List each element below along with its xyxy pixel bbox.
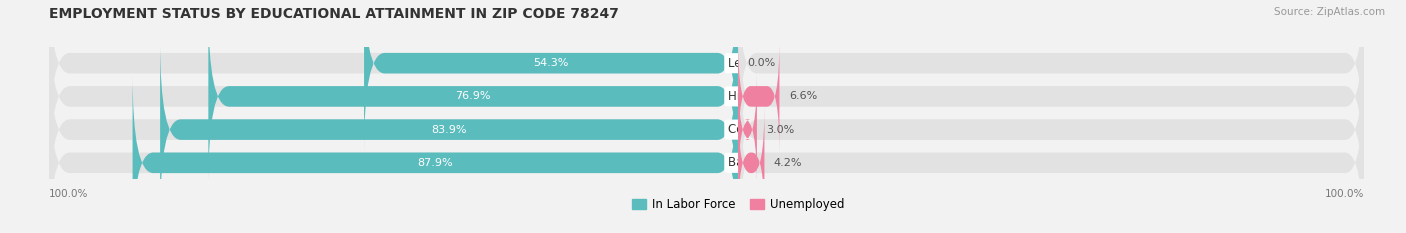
Text: 0.0%: 0.0% [748, 58, 776, 68]
FancyBboxPatch shape [738, 73, 756, 186]
Text: College / Associate Degree: College / Associate Degree [728, 123, 887, 136]
Text: 76.9%: 76.9% [456, 91, 491, 101]
FancyBboxPatch shape [49, 0, 738, 153]
FancyBboxPatch shape [49, 40, 738, 219]
Text: 87.9%: 87.9% [418, 158, 453, 168]
FancyBboxPatch shape [364, 0, 738, 153]
Text: 54.3%: 54.3% [533, 58, 569, 68]
FancyBboxPatch shape [738, 73, 1364, 233]
FancyBboxPatch shape [49, 73, 738, 233]
Text: 6.6%: 6.6% [789, 91, 817, 101]
Text: 83.9%: 83.9% [432, 125, 467, 135]
FancyBboxPatch shape [49, 7, 738, 186]
Text: EMPLOYMENT STATUS BY EDUCATIONAL ATTAINMENT IN ZIP CODE 78247: EMPLOYMENT STATUS BY EDUCATIONAL ATTAINM… [49, 7, 619, 21]
Legend: In Labor Force, Unemployed: In Labor Force, Unemployed [627, 194, 849, 216]
FancyBboxPatch shape [738, 40, 1364, 219]
Text: 100.0%: 100.0% [1324, 189, 1364, 199]
FancyBboxPatch shape [738, 7, 1364, 186]
Text: High School Diploma: High School Diploma [728, 90, 851, 103]
FancyBboxPatch shape [208, 7, 738, 186]
Text: 4.2%: 4.2% [773, 158, 803, 168]
FancyBboxPatch shape [738, 0, 1364, 153]
Text: Source: ZipAtlas.com: Source: ZipAtlas.com [1274, 7, 1385, 17]
Text: Less than High School: Less than High School [728, 57, 858, 70]
Text: 100.0%: 100.0% [49, 189, 89, 199]
FancyBboxPatch shape [160, 40, 738, 219]
Text: Bachelor's Degree or higher: Bachelor's Degree or higher [728, 156, 894, 169]
FancyBboxPatch shape [132, 73, 738, 233]
Text: 3.0%: 3.0% [766, 125, 794, 135]
FancyBboxPatch shape [738, 107, 765, 219]
FancyBboxPatch shape [738, 40, 779, 153]
